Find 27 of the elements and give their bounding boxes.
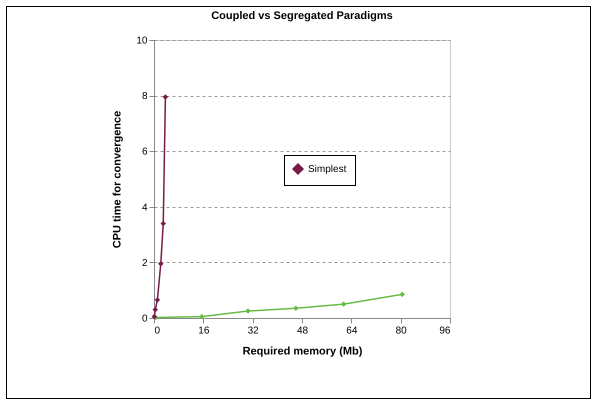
x-tick-label: 48 [296, 326, 308, 336]
point [160, 220, 166, 226]
x-tick-label: 64 [346, 326, 358, 336]
point [162, 94, 168, 100]
x-tick-label: 80 [396, 326, 408, 336]
y-tick-label: 0 [142, 314, 148, 324]
point [154, 297, 160, 303]
x-tick-label: 16 [198, 326, 210, 336]
x-tick-label: 32 [248, 326, 260, 336]
x-axis-title: Required memory (Mb) [242, 346, 363, 358]
y-tick-label: 6 [142, 146, 148, 158]
chart-title: Coupled vs Segregated Paradigms [211, 10, 393, 22]
y-axis-title: CPU time for convergence [111, 110, 124, 248]
point [245, 308, 251, 314]
point [293, 306, 299, 312]
x-tick-label: 0 [154, 326, 160, 336]
point [399, 292, 405, 298]
y-tick-label: 10 [136, 36, 148, 46]
y-tick-label: 2 [142, 258, 148, 269]
x-tick-label: 96 [439, 326, 451, 336]
legend-label: Simplest [308, 164, 347, 175]
y-tick-label: 4 [142, 202, 148, 214]
point [158, 261, 164, 267]
point [152, 306, 158, 312]
point [199, 314, 205, 320]
point [340, 301, 346, 307]
y-tick-label: 8 [142, 91, 148, 102]
